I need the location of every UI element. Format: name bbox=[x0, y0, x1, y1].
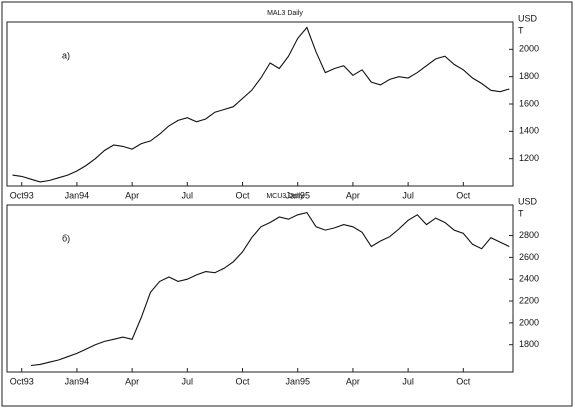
panel-label: б) bbox=[62, 233, 70, 243]
x-tick-label: Jan95 bbox=[285, 376, 310, 386]
x-tick-label: Jul bbox=[182, 190, 194, 200]
y-axis-label: USD bbox=[518, 13, 538, 23]
price-line bbox=[30, 211, 510, 367]
y-axis-label: T bbox=[518, 208, 524, 218]
x-tick-label: Oct bbox=[236, 190, 251, 200]
x-tick-label: Jul bbox=[402, 190, 414, 200]
y-tick-label: 1200 bbox=[519, 153, 539, 163]
panel-label: а) bbox=[62, 50, 70, 60]
y-tick-label: 1800 bbox=[519, 339, 539, 349]
plot-frame bbox=[6, 21, 514, 187]
x-tick-label: Apr bbox=[125, 190, 139, 200]
chart-title: MAL3 Daily bbox=[267, 10, 303, 17]
x-tick-label: Oct93 bbox=[10, 190, 34, 200]
y-tick-label: 2600 bbox=[519, 252, 539, 262]
x-tick-label: Oct bbox=[456, 190, 471, 200]
x-tick-label: Apr bbox=[125, 376, 139, 386]
x-tick-label: Oct93 bbox=[10, 376, 34, 386]
x-tick-label: Jan95 bbox=[285, 190, 310, 200]
y-tick-label: 2000 bbox=[519, 317, 539, 327]
y-tick-label: 2000 bbox=[519, 44, 539, 54]
x-tick-label: Apr bbox=[346, 376, 360, 386]
x-tick-label: Apr bbox=[346, 190, 360, 200]
price-line bbox=[12, 26, 510, 183]
x-tick-label: Jan94 bbox=[65, 376, 90, 386]
x-tick-label: Jul bbox=[182, 376, 194, 386]
x-tick-label: Oct bbox=[456, 376, 471, 386]
y-axis-label: T bbox=[518, 25, 524, 35]
plot-frame bbox=[6, 204, 514, 373]
chart-title: MCU3 Daily bbox=[266, 193, 304, 200]
y-tick-label: 2200 bbox=[519, 295, 539, 305]
y-tick-label: 2400 bbox=[519, 274, 539, 284]
y-axis-label: USD bbox=[518, 196, 538, 206]
x-tick-label: Oct bbox=[236, 376, 251, 386]
x-tick-label: Jul bbox=[402, 376, 414, 386]
x-tick-label: Jan94 bbox=[65, 190, 90, 200]
y-tick-label: 1800 bbox=[519, 71, 539, 81]
y-tick-label: 1400 bbox=[519, 126, 539, 136]
y-tick-label: 1600 bbox=[519, 98, 539, 108]
y-tick-label: 2800 bbox=[519, 230, 539, 240]
